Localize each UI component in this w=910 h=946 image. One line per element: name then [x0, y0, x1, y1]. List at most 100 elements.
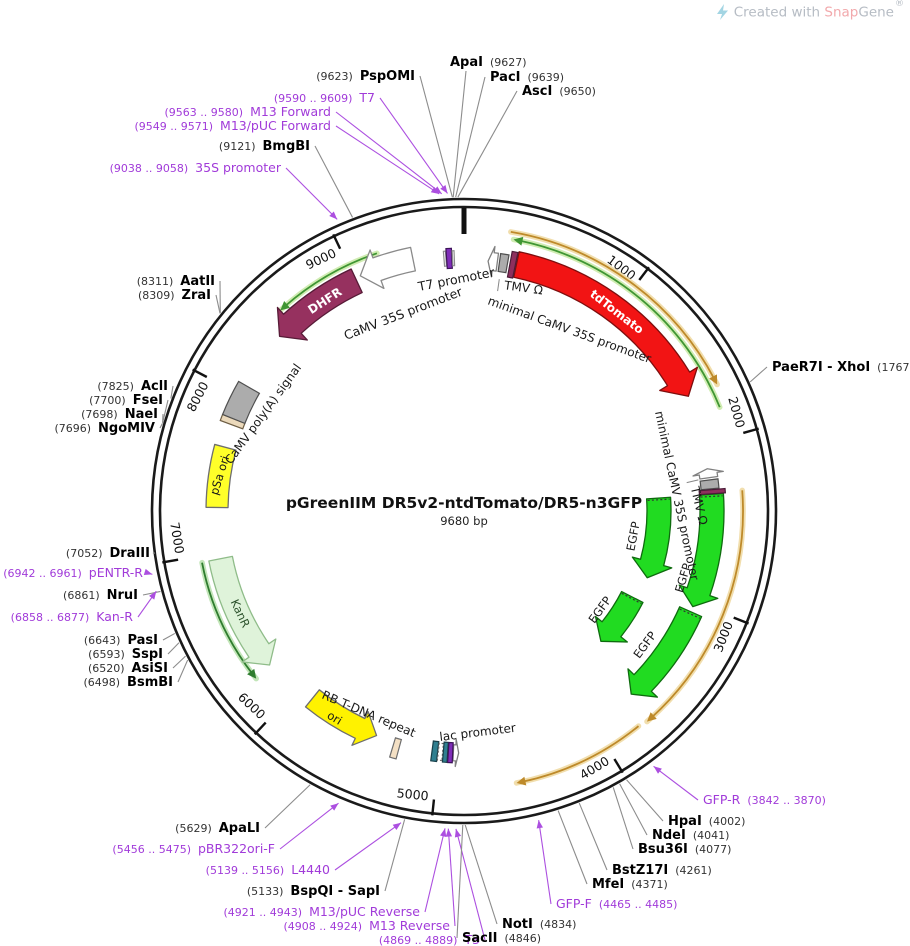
- leader-primer-M13-pUC-Reverse: [424, 828, 446, 913]
- site-label-SacII[interactable]: SacII (4846): [462, 931, 541, 946]
- orange-arc-top: [510, 231, 716, 381]
- leader-enzyme-BspQI-SapI: [384, 819, 406, 892]
- site-label-FseI[interactable]: (7700) FseI: [89, 393, 163, 408]
- feature-rb-tdna-bar[interactable]: [388, 737, 403, 760]
- feature-top-white-arrow[interactable]: [487, 245, 500, 278]
- feature-CaMV-35S-promoter[interactable]: [359, 246, 416, 290]
- leader-enzyme-NgoMIV: [159, 423, 163, 429]
- primer-arrow-Kan-R: [149, 591, 157, 600]
- site-label-pENTR-R[interactable]: (6942 .. 6961) pENTR-R: [3, 565, 143, 580]
- feature-right-gray-box[interactable]: [699, 478, 720, 491]
- site-label-Kan-R[interactable]: (6858 .. 6877) Kan-R: [11, 609, 134, 624]
- site-label-M13-pUC-Reverse[interactable]: (4921 .. 4943) M13/pUC Reverse: [224, 904, 421, 919]
- site-label-NdeI[interactable]: NdeI (4041): [652, 828, 729, 843]
- site-label-AclI[interactable]: (7825) AclI: [97, 379, 168, 394]
- site-label-BstZ17I[interactable]: BstZ17I (4261): [612, 863, 712, 878]
- site-label-AsiSI[interactable]: (6520) AsiSI: [88, 661, 168, 676]
- leader-enzyme-AsiSI: [172, 655, 186, 669]
- site-label-BspQI-SapI[interactable]: (5133) BspQI - SapI: [247, 884, 380, 899]
- site-label-ApaI[interactable]: ApaI (9627): [450, 55, 527, 70]
- leader-enzyme-NruI: [142, 590, 161, 596]
- feature-pSa-ori[interactable]: [205, 443, 237, 509]
- site-label-PspOMI[interactable]: (9623) PspOMI: [316, 69, 415, 84]
- primer-arrow-L4440: [392, 822, 402, 830]
- site-label-M13-Forward[interactable]: (9563 .. 9580) M13 Forward: [165, 104, 332, 119]
- site-label-T7[interactable]: (9590 .. 9609) T7: [274, 90, 375, 105]
- site-label-M13-Reverse[interactable]: (4908 .. 4924) M13 Reverse: [284, 918, 451, 933]
- site-label-NgoMIV[interactable]: (7696) NgoMIV: [54, 421, 155, 436]
- site-label-GFP-R[interactable]: GFP-R (3842 .. 3870): [703, 792, 826, 807]
- tick-mark-4000: [613, 758, 624, 774]
- snapgene-logo-icon: [716, 4, 728, 20]
- tick-mark-2000: [742, 427, 760, 435]
- feature-label-tmv-: | TMV Ω: [496, 277, 544, 297]
- leader-primer-35S-promoter: [285, 167, 338, 220]
- feature-EGFP-4[interactable]: [594, 590, 644, 643]
- leader-enzyme-PacI: [455, 76, 486, 198]
- site-label-MfeI[interactable]: MfeI (4371): [592, 877, 668, 892]
- feature-right-white-arrow[interactable]: [692, 468, 724, 480]
- leader-primer-L4440: [334, 822, 402, 871]
- feature-ori[interactable]: [304, 689, 378, 746]
- feature-lac-purple-box[interactable]: [447, 741, 454, 764]
- site-label-AscI[interactable]: AscI (9650): [522, 84, 596, 99]
- site-label-T3[interactable]: (4869 .. 4889) T3: [379, 932, 480, 946]
- leader-primer-GFP-F: [538, 820, 552, 905]
- leader-primer-T3: [455, 828, 486, 941]
- site-label-SspI[interactable]: (6593) SspI: [88, 647, 163, 662]
- site-label-NruI[interactable]: (6861) NruI: [63, 588, 138, 603]
- site-label-35S-promoter[interactable]: (9038 .. 9058) 35S promoter: [110, 160, 282, 175]
- site-label-ApaLI[interactable]: (5629) ApaLI: [175, 821, 260, 836]
- site-label-PaeR7I-XhoI[interactable]: PaeR7I - XhoI(1767): [772, 360, 910, 375]
- feature-lac-teal-2[interactable]: [441, 741, 449, 764]
- feature-lac-white-box[interactable]: [436, 742, 445, 762]
- site-label-L4440[interactable]: (5139 .. 5156) L4440: [206, 862, 330, 877]
- tick-mark-3000: [733, 616, 750, 625]
- orange-arc-right2-arrowhead: [516, 776, 527, 786]
- green-arc-top-arrowhead: [513, 236, 524, 246]
- snapgene-watermark: Created with SnapGene®: [715, 0, 904, 21]
- site-label-DraIII[interactable]: (7052) DraIII: [66, 546, 150, 561]
- leader-enzyme-SacII: [456, 824, 464, 939]
- feature-right-maroon-bar[interactable]: [698, 487, 727, 496]
- feature-EGFP-3[interactable]: [631, 496, 673, 579]
- site-label-ZraI[interactable]: (8309) ZraI: [138, 288, 211, 303]
- leader-primer-M13-Forward: [335, 111, 443, 195]
- tick-mark-9000: [332, 233, 342, 250]
- leader-enzyme-NotI: [464, 824, 498, 925]
- site-label-HpaI[interactable]: HpaI (4002): [668, 814, 745, 829]
- primer-arrow-GFP-F: [536, 820, 543, 829]
- site-label-Bsu36I[interactable]: Bsu36I (4077): [638, 842, 731, 857]
- feature-lac-teal-1[interactable]: [430, 740, 440, 763]
- site-label-M13-pUC-Forward[interactable]: (9549 .. 9571) M13/pUC Forward: [134, 118, 331, 133]
- feature-EGFP-1[interactable]: [678, 492, 725, 608]
- feature-KanR[interactable]: [208, 555, 277, 666]
- site-label-GFP-F[interactable]: GFP-F (4465 .. 4485): [556, 896, 677, 911]
- site-label-pBR322ori-F[interactable]: (5456 .. 5475) pBR322ori-F: [112, 841, 275, 856]
- feature-EGFP-2-dotted-edge: [679, 608, 701, 619]
- tick-mark-7000: [162, 558, 179, 564]
- feature-top-gray-box[interactable]: [497, 252, 510, 274]
- feature-EGFP-2[interactable]: [627, 606, 703, 698]
- primer-arrow-T7: [440, 185, 448, 194]
- plasmid-name: pGreenIIM DR5v2-ntdTomato/DR5-n3GFP: [286, 494, 642, 512]
- orange-arc-right2: [521, 725, 640, 783]
- watermark-brand-rest: Gene: [858, 4, 894, 21]
- feature-t7-purple-box[interactable]: [445, 247, 453, 270]
- site-label-PasI[interactable]: (6643) PasI: [84, 633, 158, 648]
- feature-polyA-gray-box[interactable]: [221, 380, 261, 425]
- site-label-PacI[interactable]: PacI (9639): [490, 70, 564, 85]
- feature-tdTomato[interactable]: [513, 251, 699, 397]
- feature-DHFR[interactable]: [276, 268, 363, 341]
- watermark-brand-accent: Snap: [824, 4, 859, 21]
- site-label-NotI[interactable]: NotI (4834): [502, 917, 576, 932]
- feature-lac-white-arrow[interactable]: [452, 738, 460, 768]
- site-label-BmgBI[interactable]: (9121) BmgBI: [219, 139, 310, 154]
- feature-t7-white-right[interactable]: [451, 250, 456, 267]
- site-label-BsmBI[interactable]: (6498) BsmBI: [83, 675, 173, 690]
- orange-arc-top-arrowhead: [709, 374, 718, 385]
- site-label-AatII[interactable]: (8311) AatII: [137, 274, 215, 289]
- feature-t7-white-left[interactable]: [442, 250, 448, 267]
- feature-top-maroon-bar[interactable]: [506, 250, 519, 279]
- site-label-NaeI[interactable]: (7698) NaeI: [81, 407, 158, 422]
